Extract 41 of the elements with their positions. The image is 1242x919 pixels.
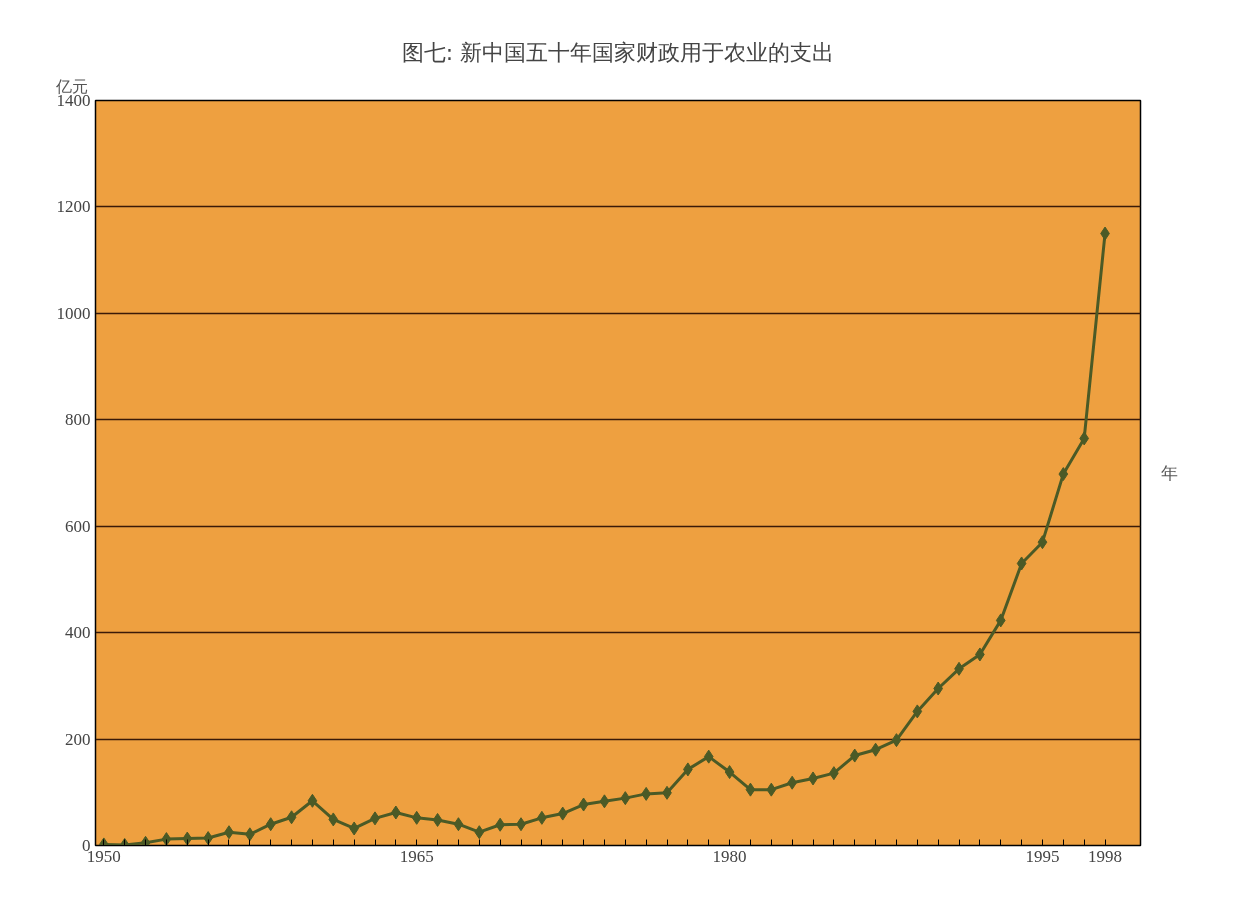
point [411, 810, 422, 825]
y-tick-label: 1000 [56, 303, 91, 323]
point [578, 797, 589, 812]
point [453, 817, 464, 832]
point [620, 791, 631, 806]
point [912, 704, 923, 719]
x-axis-title: 年 [1160, 463, 1178, 483]
point [328, 812, 339, 827]
point [703, 749, 714, 764]
y-tick-label: 800 [65, 410, 91, 430]
point [933, 681, 944, 696]
point [182, 831, 193, 846]
point [432, 812, 443, 827]
x-tick-label: 1995 [1025, 846, 1060, 866]
y-tick-label: 1200 [56, 197, 91, 217]
y-axis-title: 亿元 [54, 76, 88, 96]
point [265, 817, 276, 832]
chart-title: 图七: 新中国五十年国家财政用于农业的支出 [401, 39, 835, 65]
point [745, 782, 756, 797]
x-tick-label: 1965 [399, 846, 434, 866]
y-tick-label: 200 [65, 729, 91, 749]
point [1016, 556, 1027, 571]
point [286, 810, 297, 825]
x-tick-label: 1998 [1088, 846, 1123, 866]
point [1058, 467, 1069, 482]
point [849, 748, 860, 763]
point [599, 794, 610, 809]
point [474, 825, 485, 840]
y-tick-label: 600 [65, 516, 91, 536]
point [724, 765, 735, 780]
point [1079, 431, 1090, 446]
y-tick-label: 400 [65, 623, 91, 643]
point [995, 613, 1006, 628]
point [870, 742, 881, 757]
point [891, 733, 902, 748]
point [307, 793, 318, 808]
x-tick-label: 1980 [712, 846, 747, 866]
point [557, 806, 568, 821]
point [161, 832, 172, 846]
point [766, 782, 777, 797]
point [1037, 535, 1048, 550]
